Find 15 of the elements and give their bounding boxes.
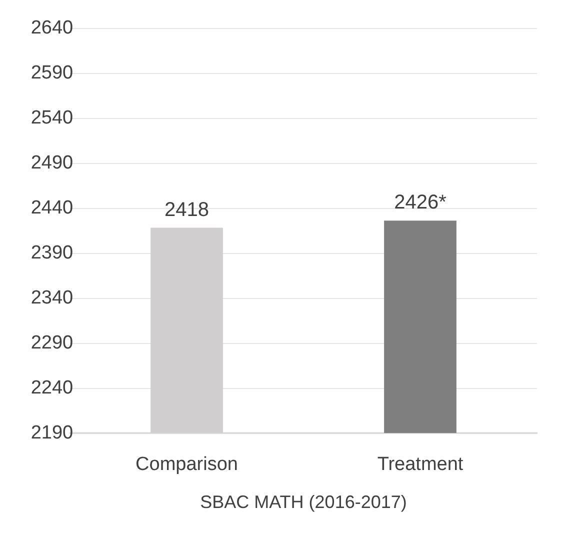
x-tick-label: Comparison	[136, 454, 238, 475]
y-tick-label: 2640	[30, 18, 74, 38]
x-axis-title: SBAC MATH (2016-2017)	[200, 492, 407, 512]
data-label: 2418	[164, 198, 209, 221]
y-tick-label: 2290	[30, 332, 74, 354]
x-tick-label: Treatment	[377, 454, 464, 475]
y-tick-label: 2340	[30, 288, 74, 308]
y-tick-label: 2590	[30, 62, 74, 84]
y-tick-label: 2240	[30, 378, 74, 398]
data-label: 2426*	[394, 192, 447, 214]
y-tick-label: 2490	[30, 152, 74, 174]
y-tick-label: 2440	[30, 198, 74, 218]
y-tick-label: 2390	[30, 242, 74, 264]
y-tick-label: 2540	[30, 108, 74, 128]
y-tick-label: 2190	[30, 422, 74, 444]
